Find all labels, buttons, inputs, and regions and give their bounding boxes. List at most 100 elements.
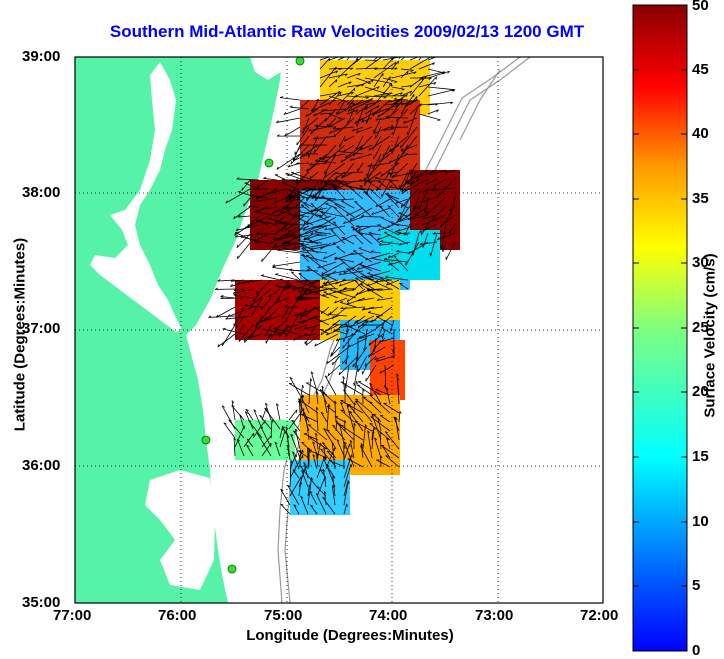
velocity-vector-head [274, 441, 278, 445]
velocity-vector [234, 425, 245, 448]
velocity-vector [353, 234, 364, 245]
velocity-vector-head [332, 322, 336, 326]
velocity-vector-head [296, 196, 300, 199]
velocity-vector-head [355, 398, 359, 401]
velocity-vector-head [404, 104, 407, 108]
velocity-vector [326, 275, 337, 281]
velocity-vector [343, 441, 355, 468]
velocity-vector-head [396, 373, 399, 377]
velocity-vector [334, 257, 355, 263]
velocity-vector-head [275, 245, 278, 249]
velocity-vector-head [327, 372, 330, 377]
velocity-vector-head [373, 427, 376, 431]
velocity-vector [383, 231, 409, 245]
velocity-vector [354, 200, 373, 218]
velocity-vector [236, 178, 260, 181]
velocity-vector [316, 442, 321, 461]
velocity-vector-head [349, 410, 353, 413]
velocity-vector-head [413, 71, 417, 75]
velocity-vector-head [380, 455, 383, 459]
velocity-vector [310, 243, 337, 250]
velocity-vector [225, 188, 251, 204]
velocity-vector-head [313, 136, 317, 140]
velocity-vector-head [326, 463, 329, 467]
velocity-vector-head [396, 118, 398, 122]
velocity-vector [304, 225, 328, 235]
velocity-vector-head [292, 451, 296, 454]
velocity-vector [378, 243, 391, 246]
velocity-vector-head [340, 159, 343, 163]
velocity-vector-head [264, 407, 268, 410]
velocity-vector [307, 484, 310, 497]
velocity-vector [357, 108, 382, 123]
velocity-vector [437, 232, 456, 241]
velocity-vector-head [275, 273, 279, 275]
velocity-vector [354, 229, 373, 245]
velocity-vector [358, 247, 373, 254]
velocity-vector [289, 460, 292, 488]
velocity-vector [378, 319, 386, 338]
velocity-vector [298, 207, 319, 217]
velocity-vector-head [346, 404, 350, 408]
velocity-vector [276, 117, 301, 123]
velocity-vector [314, 125, 337, 128]
colorbar-tick-label: 25 [692, 319, 709, 336]
velocity-vector-head [404, 181, 407, 185]
velocity-vector [365, 319, 377, 323]
velocity-vector-head [376, 298, 380, 301]
velocity-vector [350, 153, 373, 161]
velocity-vector-head [320, 187, 324, 190]
velocity-vector [320, 448, 337, 468]
velocity-vector-head [305, 416, 308, 420]
velocity-vector [310, 371, 319, 396]
velocity-vector-head [398, 185, 401, 189]
velocity-vector-head [294, 313, 297, 317]
velocity-vector-head [394, 230, 399, 232]
velocity-vector-head [261, 258, 263, 262]
velocity-vector [332, 306, 348, 320]
velocity-vector-head [309, 490, 313, 494]
velocity-vector [420, 196, 438, 203]
velocity-vector-head [320, 210, 324, 213]
velocity-vector-head [367, 272, 371, 274]
velocity-vector-head [300, 395, 304, 398]
velocity-vector [397, 223, 420, 232]
velocity-vector [361, 364, 368, 375]
velocity-vector [288, 383, 310, 396]
velocity-vector [424, 196, 429, 214]
velocity-vector [332, 221, 346, 236]
velocity-vector [364, 99, 382, 111]
velocity-vector [323, 252, 337, 260]
velocity-vector-head [233, 437, 236, 441]
velocity-vector [357, 381, 382, 396]
velocity-vector [410, 169, 420, 180]
velocity-vector-head [329, 288, 333, 291]
velocity-vector [337, 87, 356, 106]
velocity-vector-head [316, 486, 320, 488]
velocity-vector-head [377, 105, 380, 109]
velocity-vector [400, 70, 409, 79]
velocity-vector [332, 184, 346, 191]
velocity-vector-head [330, 229, 334, 231]
x-axis-label: Longitude (Degrees:Minutes) [246, 627, 454, 644]
velocity-vector [379, 277, 400, 290]
velocity-vector [270, 419, 273, 439]
velocity-vector [285, 225, 310, 237]
velocity-vector-head [251, 193, 256, 196]
velocity-vector-head [397, 60, 399, 64]
velocity-vector-head [220, 296, 224, 299]
velocity-vector-head [368, 147, 371, 151]
velocity-vector-head [342, 376, 346, 380]
velocity-vector-head [287, 164, 291, 168]
velocity-vector [429, 169, 447, 176]
velocity-vector [360, 276, 375, 281]
velocity-vector [409, 77, 424, 88]
velocity-vector-head [351, 92, 354, 95]
velocity-vector [395, 417, 400, 441]
velocity-vector-head [343, 270, 346, 274]
velocity-vector-head [421, 77, 424, 81]
velocity-vector-head [449, 209, 452, 213]
velocity-vector [237, 279, 263, 285]
velocity-vector [276, 153, 301, 170]
velocity-vector-head [358, 228, 361, 232]
